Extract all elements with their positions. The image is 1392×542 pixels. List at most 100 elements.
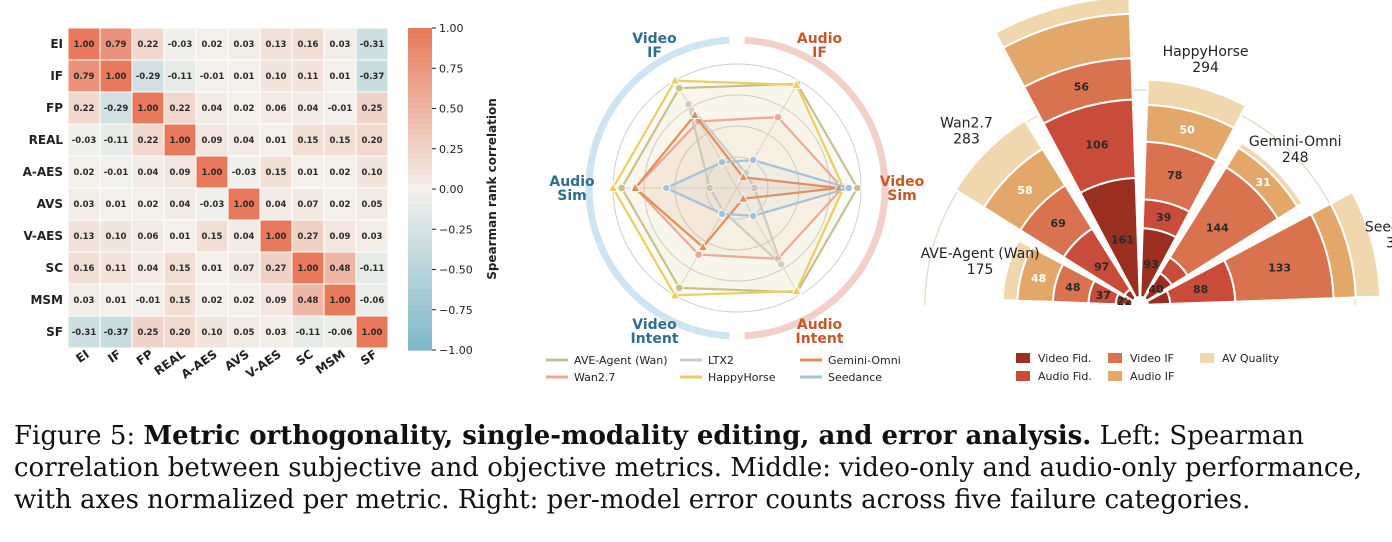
heatmap-cell-label: 1.00 [202,168,223,178]
radar-point [791,78,802,89]
radar-spoke [674,80,738,189]
heatmap-cell-label: 0.05 [234,328,255,338]
radar-point [776,259,786,269]
heatmap-cell-label: -0.06 [360,296,385,306]
heatmap-cell [355,315,389,349]
heatmap-cell-label: -0.11 [104,136,129,146]
heatmap-cell-label: 0.11 [106,264,127,274]
heatmap-cell [259,251,293,285]
colorbar-tick-label: 1.00 [439,22,464,35]
colorbar-step [408,148,432,155]
heatmap-cell [227,27,261,61]
heatmap-col-label: IF [105,347,123,366]
colorbar-step [408,224,432,230]
radar-axis-label-line2: Intent [795,331,843,347]
radial-bar-segment-label: 97 [1094,261,1109,274]
heatmap-cell-label: 0.04 [234,232,255,242]
caption-label: Figure 5: [14,421,136,451]
colorbar-step [408,163,432,170]
radial-bar-segment-label: 161 [1111,234,1134,247]
radar-axis-label-line2: IF [812,45,827,61]
heatmap-cell-label: 0.02 [138,200,159,210]
heatmap-cell-label: -0.03 [232,168,257,178]
colorbar-step [408,138,432,145]
heatmap-cell-label: -0.01 [104,168,129,178]
radial-bar-segment-label: 88 [1193,283,1208,296]
heatmap-cell-label: 0.09 [266,296,287,306]
radar-point [684,99,693,109]
heatmap-cell [259,91,293,125]
heatmap-cell [67,315,101,349]
radial-bar-segment [1001,239,1034,302]
radar-point [669,289,681,300]
radar-point [852,183,862,193]
colorbar-step [408,319,432,326]
heatmap-cell [259,123,293,157]
heatmap-cell [195,315,229,349]
colorbar-tick-label: −1.00 [439,344,473,357]
heatmap-cell-label: 0.03 [234,40,255,50]
radar-axis-label-line1: Audio [549,174,595,190]
heatmap-cell-label: 0.04 [202,104,223,114]
heatmap-cell-label: 0.27 [266,264,287,274]
heatmap-cell-label: 0.02 [202,40,223,50]
heatmap-cell [227,251,261,285]
radial-model-label: Seedance314 [1365,220,1392,252]
colorbar-step [408,264,432,271]
heatmap-cell-label: 0.09 [202,136,223,146]
heatmap-cell-label: 0.06 [138,232,159,242]
colorbar-step [408,299,432,306]
radial-bar-segment-label: 69 [1051,217,1066,230]
colorbar-step [408,194,432,200]
heatmap-cell [99,27,133,61]
radar-point [737,192,749,203]
radar-legend-label: Wan2.7 [574,371,615,384]
radar-axis-label: Video Intent [630,317,678,347]
heatmap-cell-label: 0.01 [106,200,127,210]
heatmap-cell [99,283,133,317]
heatmap-cell-label: 1.00 [138,104,159,114]
heatmap-cell [99,155,133,189]
heatmap-cell [355,251,389,285]
colorbar-step [408,48,432,54]
heatmap-cell [131,315,165,349]
colorbar-step [408,58,432,64]
colorbar-step [408,219,432,225]
colorbar-step [408,93,432,100]
heatmap-cell-label: -0.37 [104,328,129,338]
heatmap-cell-label: 0.03 [266,328,287,338]
heatmap-cell [259,219,293,253]
radar-point [675,283,684,293]
radial-bar-segment-label: 133 [1268,262,1291,275]
colorbar-step [408,189,432,195]
radial-bar-segment [954,119,1044,209]
colorbar-tick-label: −0.50 [439,264,473,277]
heatmap-cell-label: 0.09 [330,232,351,242]
radial-bar-segment-label: 144 [1206,222,1229,235]
colorbar-step [408,33,432,39]
radial-model-label: HappyHorse 294 [1163,44,1249,76]
colorbar-step [408,113,432,120]
heatmap-cell [323,283,357,317]
heatmap-cell-label: -0.01 [136,296,161,306]
caption-bold: Metric orthogonality, single-modality ed… [143,421,1092,451]
colorbar-step [408,98,432,105]
radial-legend-swatch [1200,353,1214,363]
radar-point [773,112,783,122]
radial-model-name: Seedance [1365,220,1392,236]
radar-point [617,183,626,193]
heatmap-cell-label: 0.01 [170,232,191,242]
radar-legend-label: Gemini-Omni [828,354,901,367]
colorbar: 1.00 0.75 0.50 0.25 0.00 −0.25 −0.50 −0.75 −1.00… [408,22,499,357]
radial-legend-swatch [1108,371,1122,381]
radial-model-label: Gemini-Omni 248 [1249,134,1342,166]
radial-bar-segment [1237,141,1304,208]
radial-legend-swatch [1016,353,1030,363]
radial-legend-label: Video Fid. [1038,352,1091,365]
heatmap-cell-label: 1.00 [362,328,383,338]
heatmap-cell [259,59,293,93]
radar-point [791,285,802,296]
colorbar-step [408,108,432,115]
